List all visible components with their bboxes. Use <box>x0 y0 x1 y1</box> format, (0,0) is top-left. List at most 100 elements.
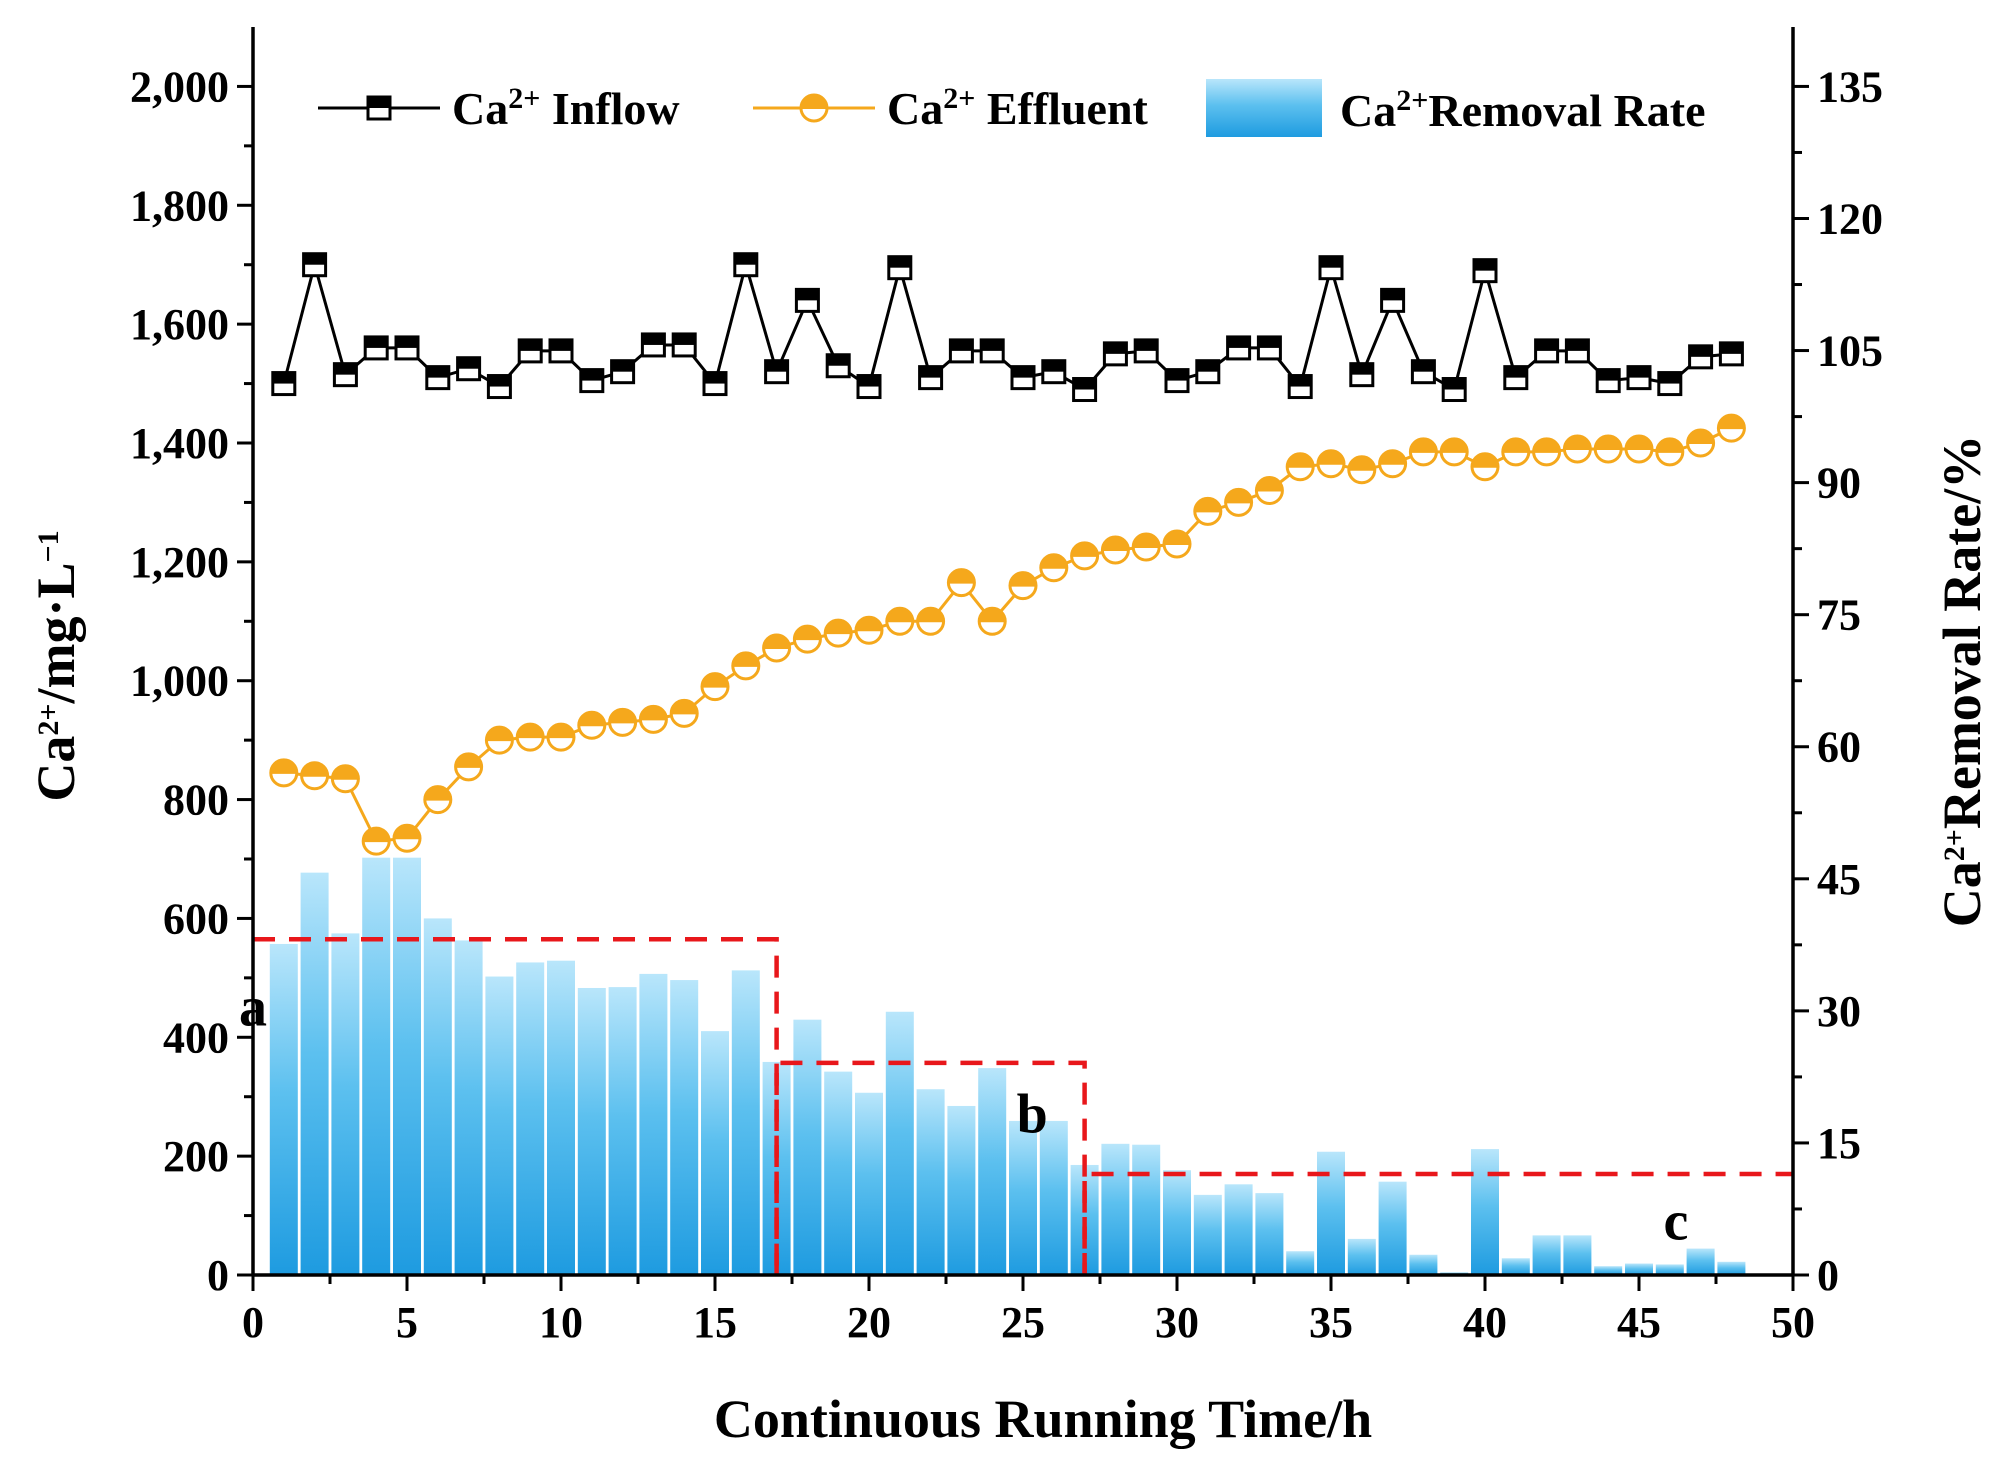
y-left-tick-label: 1,800 <box>130 181 229 230</box>
inflow-point <box>1688 344 1714 370</box>
inflow-point <box>1564 338 1590 364</box>
inflow-point <box>1718 341 1744 367</box>
inflow-point <box>1534 338 1560 364</box>
y-left-tick-label: 1,600 <box>130 300 229 349</box>
x-tick-label: 30 <box>1155 1298 1199 1347</box>
effluent-point <box>1162 529 1192 559</box>
inflow-point <box>1102 341 1128 367</box>
inflow-point <box>1195 359 1221 385</box>
effluent-point <box>269 758 299 788</box>
removal-rate-bar <box>1409 1254 1438 1275</box>
region-label-b: b <box>1017 1083 1048 1145</box>
effluent-point <box>762 633 792 663</box>
effluent-point <box>1254 476 1284 506</box>
effluent-point <box>792 624 822 654</box>
inflow-point <box>979 338 1005 364</box>
axes: 0 5 10 15 20 25 30 35 40 45 5002004006008001,0001,… <box>130 27 1883 1347</box>
removal-rate-bar <box>1286 1251 1315 1275</box>
y-left-tick-label: 800 <box>163 776 229 825</box>
inflow-point <box>1133 338 1159 364</box>
inflow-point <box>1595 368 1621 394</box>
removal-rate-bar <box>670 980 699 1275</box>
removal-rate-bar <box>423 918 452 1275</box>
y-left-tick-label: 0 <box>207 1251 229 1300</box>
effluent-point <box>1347 455 1377 485</box>
effluent-point <box>454 752 484 782</box>
y-right-tick-label: 135 <box>1817 62 1883 111</box>
effluent-point <box>1039 553 1069 583</box>
removal-rate-bar <box>701 1031 729 1275</box>
effluent-point <box>1193 496 1223 526</box>
region-label-c: c <box>1664 1190 1689 1252</box>
y-left-tick-label: 1,400 <box>130 419 229 468</box>
inflow-point <box>794 287 820 313</box>
legend-inflow-marker <box>366 95 392 121</box>
removal-rate-bar <box>978 1068 1007 1275</box>
removal-rate-bar <box>1193 1194 1222 1275</box>
legend-removal-swatch <box>1206 79 1322 137</box>
inflow-point <box>1380 287 1406 313</box>
effluent-point <box>885 606 915 636</box>
y-right-tick-label: 0 <box>1817 1251 1839 1300</box>
removal-rate-bar <box>516 962 545 1275</box>
legend-inflow-label: Ca2+ Inflow <box>452 82 680 134</box>
effluent-point <box>823 618 853 648</box>
x-tick-label: 20 <box>847 1298 891 1347</box>
removal-rate-bar <box>1655 1264 1684 1275</box>
effluent-point <box>577 710 607 740</box>
x-tick-label: 0 <box>242 1298 264 1347</box>
y-left-tick-label: 1,200 <box>130 538 229 587</box>
inflow-point <box>764 359 790 385</box>
region-boxes: abc <box>239 936 1793 1275</box>
effluent-point <box>608 707 638 737</box>
removal-rate-bar <box>731 970 760 1275</box>
inflow-point <box>1410 359 1436 385</box>
inflow-point <box>1226 335 1252 361</box>
y-right-tick-label: 75 <box>1817 591 1861 640</box>
x-tick-label: 45 <box>1617 1298 1661 1347</box>
removal-rate-bar <box>362 857 391 1275</box>
removal-rate-bar <box>1132 1144 1161 1275</box>
inflow-point <box>825 353 851 379</box>
x-tick-label: 15 <box>693 1298 737 1347</box>
removal-rate-bar <box>1532 1235 1561 1275</box>
effluent-point <box>946 568 976 598</box>
inflow-point <box>486 374 512 400</box>
inflow-point <box>1349 362 1375 388</box>
y-right-axis-title: Ca2+Removal Rate/% <box>1932 435 1992 928</box>
inflow-point <box>1441 377 1467 403</box>
effluent-point <box>1100 535 1130 565</box>
effluent-point <box>1562 434 1592 464</box>
y-left-tick-label: 600 <box>163 894 229 943</box>
inflow-point <box>1318 255 1344 281</box>
legend-effluent-label: Ca2+ Effluent <box>887 82 1149 134</box>
inflow-point <box>702 371 728 397</box>
y-left-axis-title: Ca2+/mg·L−1 <box>26 530 86 801</box>
effluent-point <box>916 606 946 636</box>
removal-rate-bars <box>269 857 1746 1275</box>
y-left-tick-label: 400 <box>163 1013 229 1062</box>
y-right-tick-label: 60 <box>1817 723 1861 772</box>
inflow-point <box>1072 377 1098 403</box>
effluent-point <box>1131 532 1161 562</box>
effluent-point <box>392 823 422 853</box>
removal-rate-bar <box>1255 1193 1284 1275</box>
inflow-point <box>1626 365 1652 391</box>
data-lines <box>269 252 1746 856</box>
removal-rate-bar <box>393 857 421 1275</box>
removal-rate-bar <box>1347 1238 1376 1275</box>
removal-rate-bar <box>577 987 606 1275</box>
effluent-point <box>1070 541 1100 571</box>
y-right-tick-label: 120 <box>1817 194 1883 243</box>
inflow-point <box>610 359 636 385</box>
removal-rate-bar <box>885 1011 914 1275</box>
effluent-point <box>669 698 699 728</box>
inflow-point <box>1657 371 1683 397</box>
removal-rate-bar <box>1594 1266 1623 1275</box>
inflow-point <box>1287 374 1313 400</box>
removal-rate-bar <box>608 987 637 1275</box>
x-tick-label: 10 <box>539 1298 583 1347</box>
removal-rate-bar <box>1039 1120 1068 1275</box>
inflow-point <box>425 365 451 391</box>
y-left-tick-label: 200 <box>163 1132 229 1181</box>
